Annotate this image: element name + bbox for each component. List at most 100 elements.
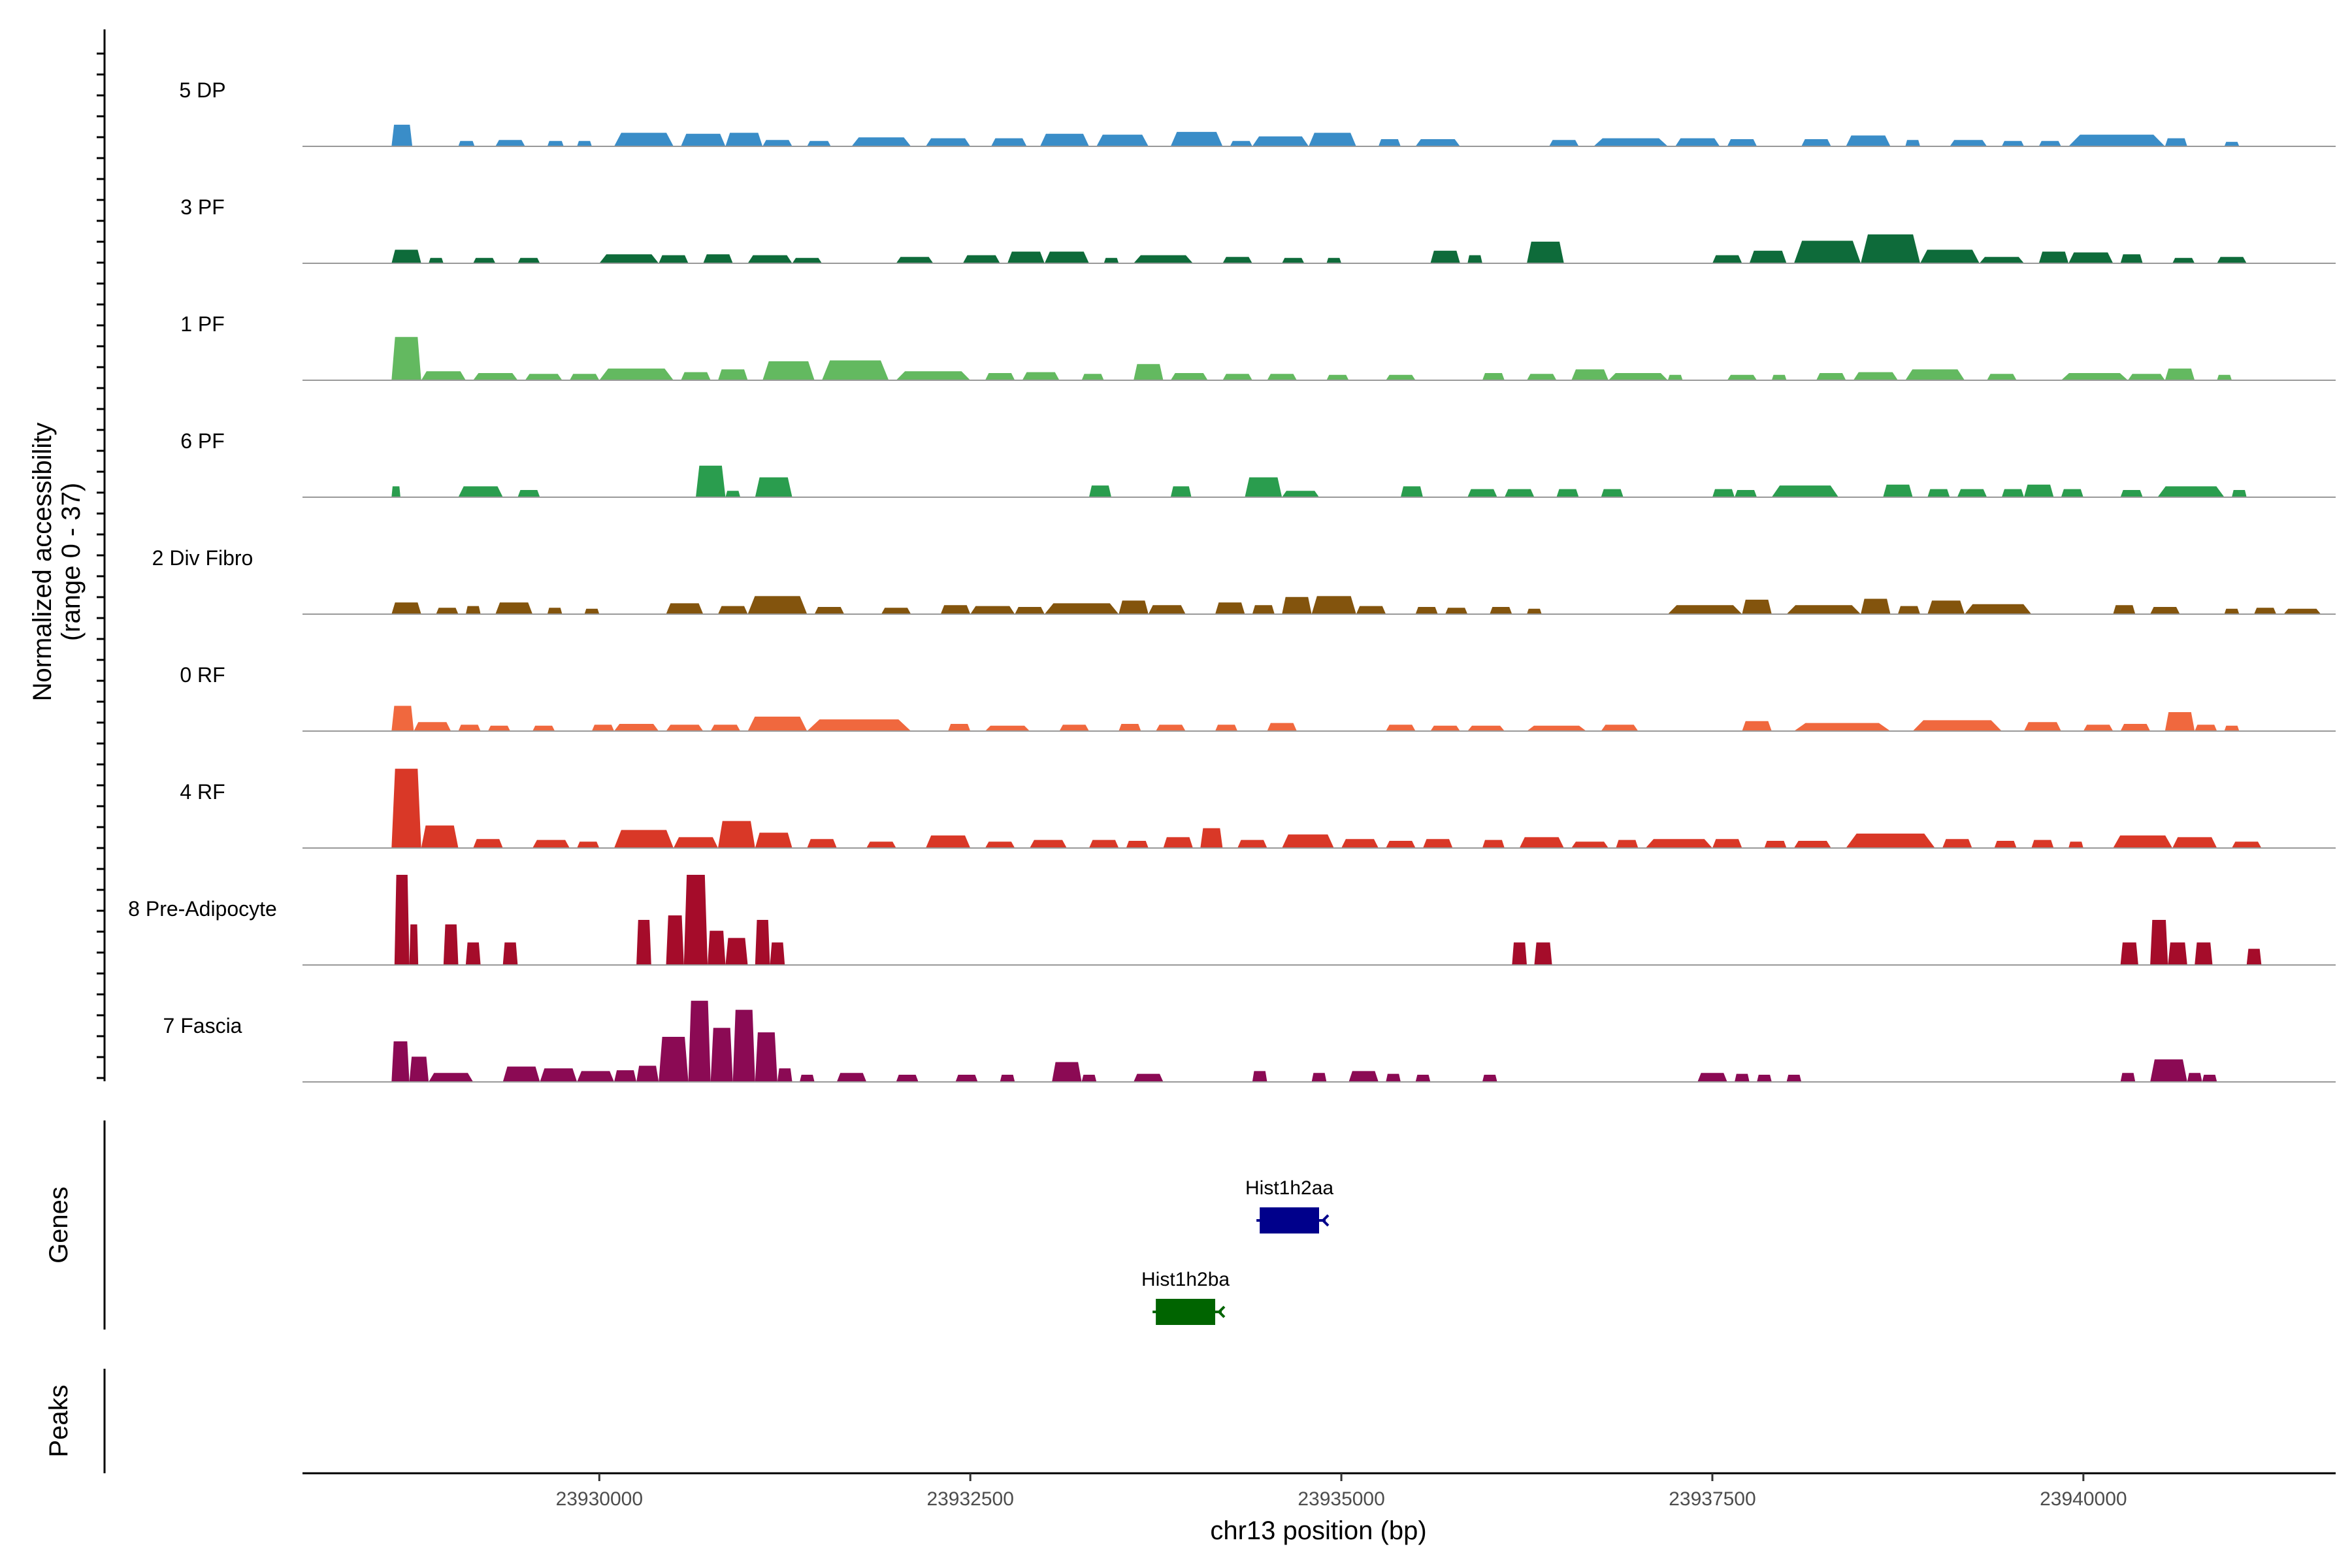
track-6-peak-15 (1156, 725, 1186, 731)
track-6-peak-22 (1601, 725, 1639, 731)
track-9: 7 Fascia (163, 1000, 2336, 1083)
track-3: 1 PF (180, 312, 2336, 381)
gene-body-0 (1260, 1207, 1319, 1233)
track-7-peak-12 (985, 841, 1015, 848)
track-4-peak-2 (517, 490, 540, 497)
track-6-peak-4 (532, 725, 555, 731)
track-label-3: 1 PF (180, 312, 225, 336)
track-7-peak-10 (866, 841, 896, 848)
track-7-peak-27 (1645, 839, 1712, 848)
track-6-peak-9 (747, 716, 808, 731)
track-7-peak-37 (2172, 837, 2217, 848)
track-5-peak-2 (465, 606, 481, 614)
track-5-peak-11 (940, 605, 971, 614)
track-7-peak-2 (473, 839, 503, 848)
gene-annotations: Hist1h2aa Hist1h2ba (1141, 1177, 1333, 1325)
track-7-peak-1 (421, 825, 459, 848)
track-6-peak-8 (710, 725, 741, 731)
track-3-peak-32 (2128, 374, 2165, 380)
track-2-peak-3 (517, 257, 540, 263)
track-3-peak-26 (1771, 374, 1787, 380)
peaks-track-title: Peaks (44, 1384, 73, 1457)
track-6-peak-18 (1386, 725, 1416, 731)
x-tick-label-0: 23930000 (556, 1488, 643, 1510)
track-9-peak-10 (710, 1028, 733, 1082)
track-2-peak-17 (1326, 257, 1342, 263)
track-9-peak-9 (688, 1000, 711, 1082)
track-4-peak-0 (391, 486, 400, 497)
track-9-peak-4 (540, 1068, 578, 1082)
track-6-peak-24 (1793, 723, 1891, 731)
track-label-2: 3 PF (180, 195, 225, 219)
track-9-peak-23 (1311, 1073, 1327, 1082)
track-8-peak-14 (2120, 942, 2138, 965)
track-5-peak-31 (1927, 600, 1965, 614)
track-7-peak-28 (1712, 839, 1742, 848)
track-4-peak-7 (1170, 486, 1192, 497)
track-6-peak-1 (414, 722, 451, 731)
gene-body-1 (1156, 1299, 1215, 1325)
track-6: 0 RF (180, 663, 2336, 732)
track-7-peak-17 (1200, 828, 1223, 848)
track-1-peak-11 (926, 138, 971, 146)
x-tick-label-2: 23935000 (1298, 1488, 1384, 1510)
track-2-peak-6 (703, 254, 733, 263)
track-6-peak-19 (1430, 725, 1460, 731)
track-5-peak-27 (1742, 599, 1772, 614)
track-6-peak-16 (1215, 725, 1238, 731)
track-8-peak-7 (683, 875, 708, 965)
track-9-peak-16 (896, 1075, 919, 1082)
track-5-peak-33 (2113, 605, 2136, 614)
track-3-peak-30 (1987, 374, 2017, 380)
track-3-peak-8 (762, 361, 815, 380)
track-7-peak-8 (755, 832, 792, 848)
track-7-peak-29 (1764, 841, 1787, 848)
track-3-peak-17 (1267, 374, 1297, 380)
track-4-peak-26 (2232, 490, 2247, 497)
track-1-peak-5 (614, 133, 674, 146)
track-9-peak-20 (1081, 1075, 1097, 1082)
track-3-peak-24 (1667, 374, 1683, 380)
track-1-peak-23 (1675, 138, 1720, 146)
track-3-peak-3 (525, 374, 563, 380)
track-2-peak-26 (1979, 257, 2024, 263)
track-8-peak-13 (1534, 942, 1552, 965)
track-2-peak-20 (1527, 241, 1564, 263)
track-6-peak-10 (807, 719, 911, 731)
track-3-peak-20 (1482, 373, 1505, 380)
track-8-peak-11 (770, 942, 785, 965)
track-1: 5 DP (179, 78, 2336, 147)
track-6-peak-20 (1467, 725, 1505, 731)
track-3-peak-21 (1527, 374, 1557, 380)
track-8-peak-5 (636, 920, 651, 965)
track-1-peak-10 (851, 137, 911, 146)
track-5-peak-15 (1119, 600, 1149, 614)
track-1-peak-2 (495, 140, 525, 146)
track-4-peak-13 (1556, 489, 1579, 497)
track-4-peak-25 (2157, 486, 2225, 497)
track-7-peak-9 (807, 839, 837, 848)
track-8: 8 Pre-Adipocyte (128, 875, 2336, 966)
track-1-peak-12 (991, 138, 1027, 146)
track-2-peak-15 (1222, 257, 1252, 263)
coverage-tracks: 5 DP 3 PF 1 PF 6 PF 2 Div Fibro 0 RF 4 RF 8 Pre… (128, 78, 2336, 1083)
track-4-peak-3 (696, 465, 726, 497)
track-1-peak-17 (1252, 136, 1309, 146)
track-7-peak-0 (391, 768, 421, 848)
track-5-peak-3 (495, 602, 533, 614)
track-3-peak-6 (681, 372, 711, 380)
track-1-peak-20 (1415, 139, 1460, 146)
genes-track-title: Genes (44, 1186, 73, 1264)
track-6-peak-0 (391, 706, 414, 731)
track-6-peak-11 (948, 724, 971, 731)
track-9-peak-12 (755, 1032, 777, 1082)
track-4-peak-20 (1957, 489, 1987, 497)
track-6-peak-23 (1742, 721, 1772, 731)
track-5-peak-35 (2224, 608, 2240, 614)
track-1-peak-24 (1727, 139, 1757, 146)
track-3-peak-0 (391, 336, 421, 380)
track-9-peak-22 (1252, 1071, 1267, 1082)
track-4-peak-9 (1282, 491, 1319, 497)
track-5-peak-20 (1311, 596, 1356, 614)
track-1-peak-4 (577, 140, 592, 146)
